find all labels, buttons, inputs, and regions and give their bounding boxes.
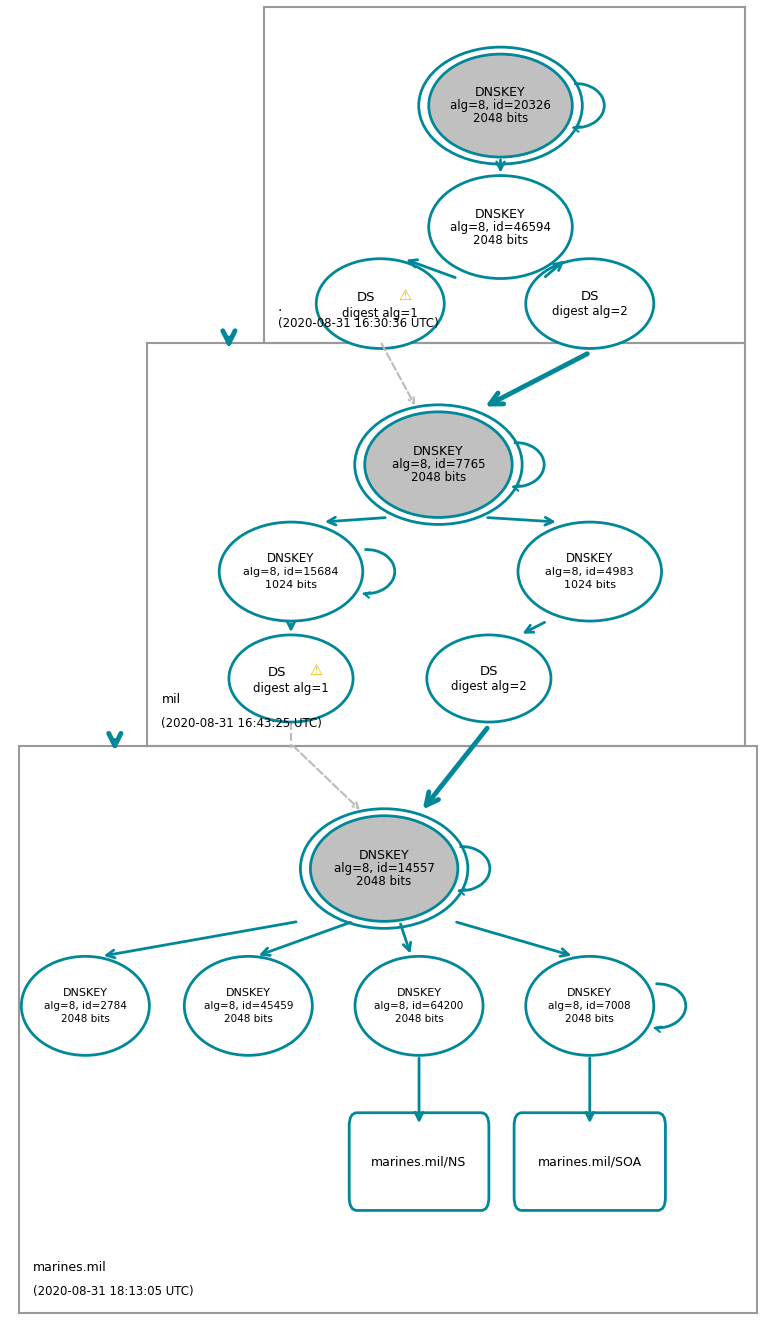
Text: 1024 bits: 1024 bits [265, 579, 317, 590]
Text: alg=8, id=20326: alg=8, id=20326 [450, 99, 551, 112]
Text: .: . [278, 300, 282, 314]
Text: digest alg=1: digest alg=1 [253, 682, 329, 694]
Text: DS: DS [480, 665, 498, 678]
Ellipse shape [518, 523, 661, 622]
Text: DNSKEY: DNSKEY [267, 552, 315, 565]
Text: alg=8, id=15684: alg=8, id=15684 [243, 566, 339, 577]
Text: alg=8, id=45459: alg=8, id=45459 [203, 1001, 293, 1011]
Text: 2048 bits: 2048 bits [473, 112, 528, 125]
Text: digest alg=1: digest alg=1 [342, 308, 418, 321]
Text: 2048 bits: 2048 bits [224, 1014, 272, 1024]
Text: ⚠: ⚠ [399, 288, 411, 304]
Ellipse shape [428, 54, 573, 157]
Text: DS: DS [580, 290, 599, 304]
Ellipse shape [317, 259, 444, 348]
Text: 2048 bits: 2048 bits [473, 234, 528, 247]
Ellipse shape [310, 816, 458, 921]
Text: DNSKEY: DNSKEY [226, 987, 271, 998]
Ellipse shape [219, 523, 362, 622]
Ellipse shape [365, 412, 512, 517]
Ellipse shape [229, 635, 353, 722]
Text: marines.mil/NS: marines.mil/NS [372, 1155, 466, 1168]
Text: DS: DS [357, 292, 376, 304]
Text: 2048 bits: 2048 bits [356, 875, 412, 888]
Text: marines.mil/SOA: marines.mil/SOA [538, 1155, 642, 1168]
FancyBboxPatch shape [349, 1113, 489, 1210]
Text: DNSKEY: DNSKEY [475, 86, 526, 99]
Text: DNSKEY: DNSKEY [359, 849, 410, 862]
Text: 2048 bits: 2048 bits [61, 1014, 109, 1024]
Text: DNSKEY: DNSKEY [567, 987, 612, 998]
Ellipse shape [355, 956, 483, 1056]
Text: 2048 bits: 2048 bits [411, 471, 466, 484]
Text: (2020-08-31 18:13:05 UTC): (2020-08-31 18:13:05 UTC) [33, 1284, 194, 1298]
Text: alg=8, id=46594: alg=8, id=46594 [450, 220, 551, 234]
Ellipse shape [526, 259, 653, 348]
Text: ⚠: ⚠ [310, 663, 322, 678]
Text: (2020-08-31 16:30:36 UTC): (2020-08-31 16:30:36 UTC) [278, 317, 438, 330]
Ellipse shape [428, 176, 573, 279]
Text: DNSKEY: DNSKEY [397, 987, 442, 998]
FancyBboxPatch shape [514, 1113, 665, 1210]
Text: alg=8, id=2784: alg=8, id=2784 [44, 1001, 126, 1011]
Text: 1024 bits: 1024 bits [563, 579, 616, 590]
Ellipse shape [22, 956, 149, 1056]
Text: alg=8, id=4983: alg=8, id=4983 [546, 566, 634, 577]
Text: DNSKEY: DNSKEY [475, 207, 526, 220]
Text: alg=8, id=7008: alg=8, id=7008 [549, 1001, 631, 1011]
Text: mil: mil [161, 693, 181, 706]
Text: 2048 bits: 2048 bits [395, 1014, 443, 1024]
Ellipse shape [184, 956, 312, 1056]
Text: DNSKEY: DNSKEY [63, 987, 108, 998]
Ellipse shape [526, 956, 653, 1056]
Text: digest alg=2: digest alg=2 [552, 305, 628, 318]
Text: alg=8, id=14557: alg=8, id=14557 [334, 862, 435, 875]
Text: (2020-08-31 16:43:25 UTC): (2020-08-31 16:43:25 UTC) [161, 717, 322, 730]
Text: DNSKEY: DNSKEY [413, 445, 464, 458]
Text: DS: DS [268, 667, 286, 678]
Text: marines.mil: marines.mil [33, 1261, 107, 1274]
Text: alg=8, id=64200: alg=8, id=64200 [374, 1001, 464, 1011]
Text: DNSKEY: DNSKEY [566, 552, 614, 565]
Text: 2048 bits: 2048 bits [566, 1014, 614, 1024]
Text: digest alg=2: digest alg=2 [451, 680, 527, 693]
Ellipse shape [427, 635, 551, 722]
Text: alg=8, id=7765: alg=8, id=7765 [392, 458, 485, 471]
